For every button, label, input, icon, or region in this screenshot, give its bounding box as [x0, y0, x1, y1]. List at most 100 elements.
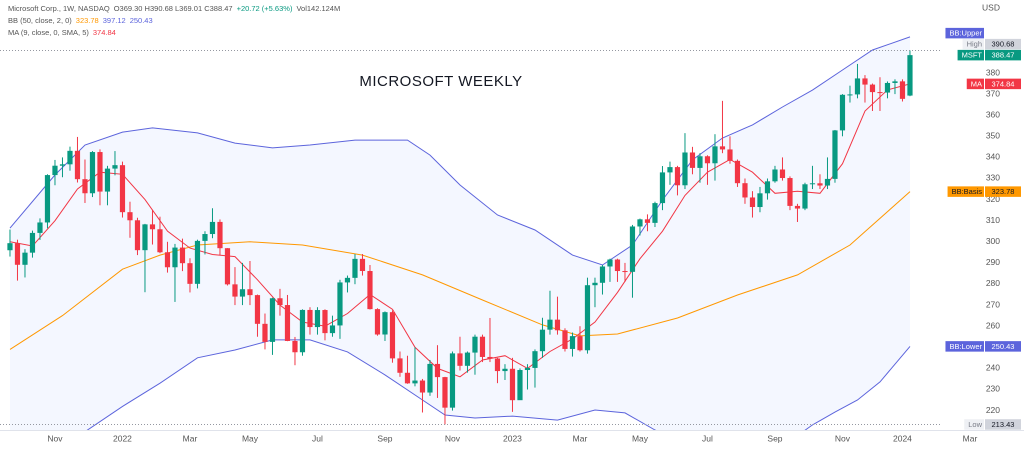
- y-tick-label: 310: [986, 215, 1000, 225]
- candle-body: [577, 336, 583, 351]
- candle-body: [359, 258, 366, 272]
- volume: Vol142.124M: [296, 4, 340, 13]
- x-tick-label: Nov: [47, 433, 63, 443]
- candle-body: [254, 295, 261, 324]
- candle-body: [127, 212, 133, 221]
- price-badge: 390.68 High: [962, 38, 1021, 50]
- candle-body: [487, 356, 493, 359]
- badge-value-bg: [985, 38, 1021, 50]
- candle-body: [164, 252, 171, 268]
- x-tick-label: Sep: [377, 433, 392, 443]
- candle-body: [764, 181, 771, 194]
- candle-body: [779, 169, 786, 179]
- indicator-value: 374.84: [93, 28, 116, 37]
- candle-body: [269, 298, 276, 342]
- candle-body: [817, 183, 823, 186]
- candle-body: [119, 165, 126, 213]
- candle-body: [382, 312, 388, 335]
- candle-body: [689, 152, 696, 168]
- candle-body: [674, 167, 681, 186]
- candle-body: [322, 310, 328, 334]
- candle-body: [877, 92, 883, 94]
- candle-body: [209, 221, 216, 235]
- candle-body: [284, 305, 291, 341]
- candle-body: [172, 247, 178, 268]
- candle-body: [809, 183, 816, 185]
- candle-body: [299, 309, 306, 353]
- candle-body: [517, 370, 523, 401]
- badge-name-bg: [962, 38, 984, 50]
- candle-body: [719, 146, 726, 150]
- candle-body: [704, 156, 711, 164]
- badge-name: BB:Lower: [949, 342, 982, 351]
- candle-body: [592, 282, 598, 286]
- candle-body: [629, 226, 636, 272]
- candle-body: [314, 310, 321, 328]
- currency: USD: [982, 2, 1000, 12]
- candle-body: [524, 367, 531, 371]
- y-tick-label: 270: [986, 299, 1000, 309]
- indicator-value: 323.78: [76, 16, 99, 25]
- price-badge: BB:Upper: [945, 27, 984, 39]
- candle-body: [854, 78, 861, 95]
- candle-body: [584, 285, 591, 351]
- badge-name: MSFT: [962, 51, 983, 60]
- badge-name: High: [967, 40, 982, 49]
- candle-body: [457, 353, 463, 366]
- y-tick-label: 280: [986, 278, 1000, 288]
- badge-value-bg: [985, 78, 1021, 90]
- candle-body: [52, 165, 58, 176]
- candle-body: [667, 167, 673, 173]
- candle-body: [832, 130, 838, 179]
- badge-name-bg: [966, 78, 984, 90]
- y-tick-label: 350: [986, 131, 1000, 141]
- candle-body: [157, 229, 163, 253]
- y-tick-label: 290: [986, 257, 1000, 267]
- x-tick-label: Nov: [835, 433, 851, 443]
- candle-body: [82, 179, 88, 194]
- indicator-value: 397.12: [103, 16, 126, 25]
- candle-body: [217, 221, 223, 249]
- indicator-line: [86, 339, 911, 430]
- candle-body: [637, 219, 643, 227]
- candle-body: [389, 312, 396, 359]
- badge-name-bg: [945, 27, 984, 39]
- x-tick-label: Sep: [767, 433, 782, 443]
- y-tick-label: 340: [986, 152, 1000, 162]
- candle-body: [562, 330, 568, 349]
- price-change: +20.72 (+5.63%): [237, 4, 293, 13]
- candle-body: [134, 220, 141, 251]
- badge-value: 390.68: [992, 40, 1015, 49]
- indicator-line: [9, 36, 911, 266]
- candle-body: [554, 319, 561, 331]
- candle-body: [202, 234, 208, 241]
- candle-body: [337, 282, 343, 326]
- candle-body: [262, 323, 268, 342]
- candle-body: [434, 363, 441, 378]
- candle-body: [104, 168, 111, 192]
- badge-value: 374.84: [992, 79, 1015, 88]
- badge-value: 213.43: [992, 420, 1015, 429]
- x-tick-label: Mar: [183, 433, 198, 443]
- price-badge: 250.43 BB:Lower: [945, 341, 1021, 352]
- candle-body: [7, 243, 13, 251]
- candle-body: [472, 336, 478, 353]
- candle-body: [329, 325, 336, 334]
- candle-body: [97, 152, 103, 192]
- candle-body: [547, 319, 553, 330]
- candle-body: [614, 259, 621, 272]
- candle-body: [14, 243, 21, 265]
- candle-body: [292, 340, 298, 353]
- indicator-value: 250.43: [130, 16, 153, 25]
- candle-body: [892, 81, 898, 83]
- plot-area: [7, 36, 913, 430]
- candle-body: [659, 172, 666, 204]
- candle-body: [847, 94, 853, 96]
- band-fill: [9, 36, 910, 430]
- candle-body: [794, 205, 801, 209]
- y-tick-label: 360: [986, 109, 1000, 119]
- candle-body: [824, 178, 831, 186]
- badge-name-bg: [957, 49, 984, 61]
- badge-name-bg: [964, 419, 984, 430]
- indicator-label: MA (9, close, 0, SMA, 5): [8, 28, 89, 37]
